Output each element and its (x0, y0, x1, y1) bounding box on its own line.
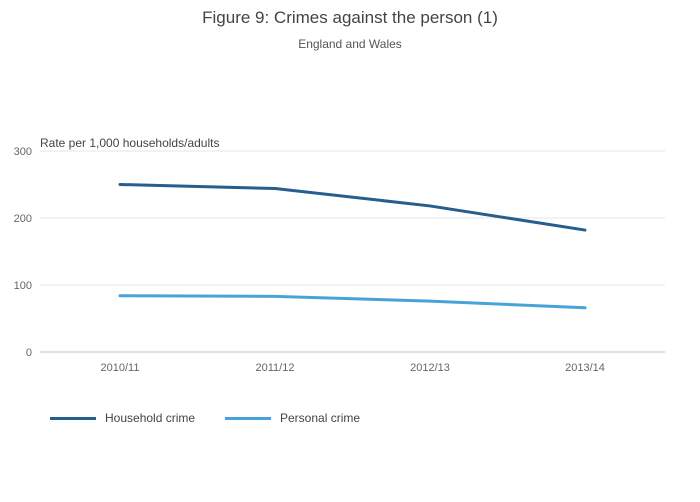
x-tick-label: 2011/12 (256, 362, 295, 374)
legend-label-household-crime: Household crime (105, 411, 196, 425)
series-line-household-crime (118, 183, 587, 232)
y-tick-label: 300 (14, 146, 32, 158)
chart-title: Figure 9: Crimes against the person (1) (202, 8, 498, 27)
legend-item-household-crime[interactable]: Household crime (50, 409, 195, 427)
x-tick-label: 2013/14 (565, 362, 605, 374)
personal-crime-line-swatch (225, 416, 271, 420)
series-line-personal-crime (118, 294, 587, 310)
x-tick-label: 2012/13 (410, 362, 450, 374)
legend: Household crime Personal crime (0, 409, 700, 429)
x-tick-label: 2010/11 (101, 362, 140, 374)
legend-label-personal-crime: Personal crime (280, 411, 361, 425)
y-axis-title: Rate per 1,000 households/adults (40, 136, 219, 150)
y-tick-label: 100 (14, 280, 32, 292)
legend-item-personal-crime[interactable]: Personal crime (225, 409, 360, 427)
household-crime-line-swatch (50, 416, 96, 420)
chart-subtitle: England and Wales (298, 37, 402, 51)
y-tick-label: 0 (26, 347, 32, 359)
y-tick-label: 200 (14, 213, 32, 225)
